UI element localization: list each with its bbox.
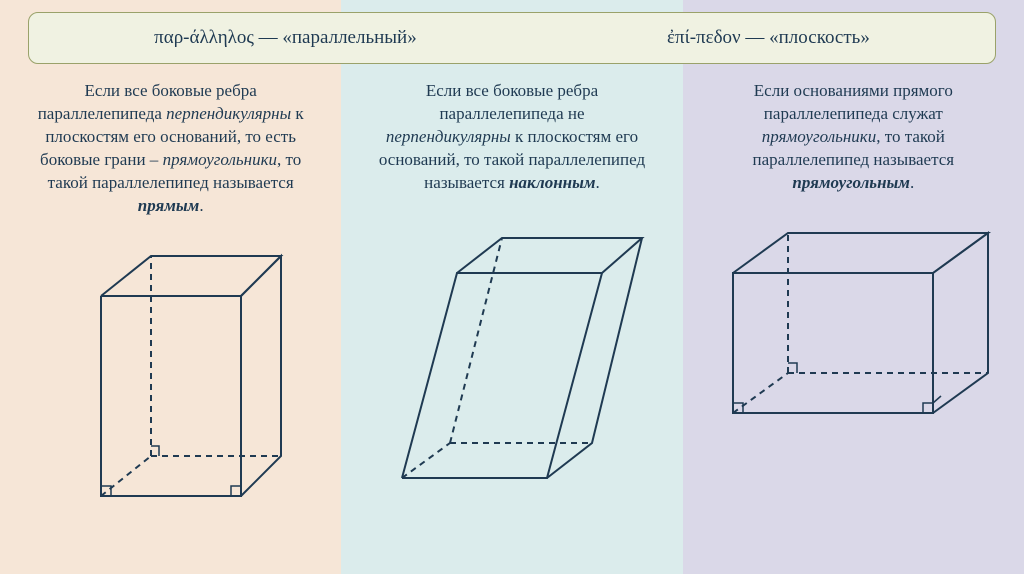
description-0: Если все боковые ребра параллелепипеда п… — [11, 70, 331, 218]
header-right: ἐπί-πεδον — «плоскость» — [667, 27, 870, 49]
header-left: παρ-άλληλος — «параллельный» — [154, 27, 417, 49]
column-2: Если основаниями прямого параллелепипеда… — [683, 0, 1024, 574]
figure-0 — [51, 236, 291, 531]
header-bar: παρ-άλληλος — «параллельный» ἐπί-πεδον —… — [28, 12, 996, 64]
column-1: Если все боковые ребра параллелепипеда н… — [341, 0, 682, 574]
description-2: Если основаниями прямого параллелепипеда… — [693, 70, 1013, 195]
description-1: Если все боковые ребра параллелепипеда н… — [352, 70, 672, 195]
rectangular-box-icon — [703, 213, 1003, 443]
column-0: Если все боковые ребра параллелепипеда п… — [0, 0, 341, 574]
right-prism-icon — [51, 236, 291, 526]
figure-2 — [703, 213, 1003, 448]
main-container: παρ-άλληλος — «параллельный» ἐπί-πεδον —… — [0, 0, 1024, 574]
figure-1 — [372, 213, 652, 508]
oblique-prism-icon — [372, 213, 652, 503]
